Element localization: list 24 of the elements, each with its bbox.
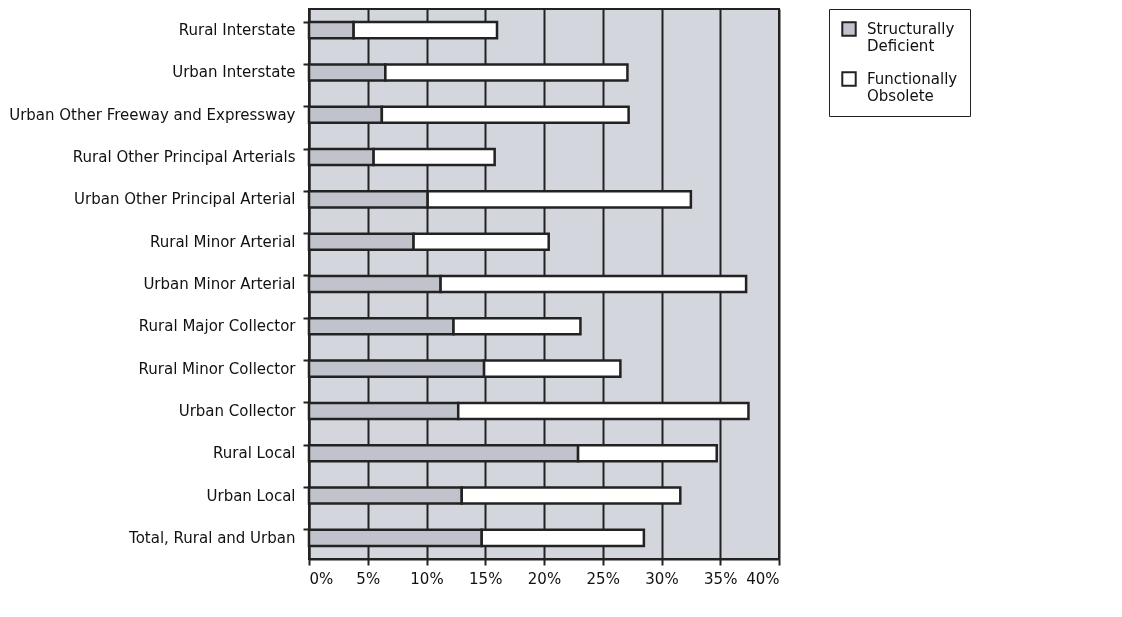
y-tick-label: Urban Other Principal Arterial: [74, 190, 296, 209]
x-tick-label: 25%: [586, 569, 620, 588]
x-tick-label: 20%: [527, 569, 562, 588]
x-tick-label: 0%: [309, 569, 334, 588]
y-tick-label: Urban Minor Arterial: [143, 275, 296, 293]
y-tick-label: Rural Major Collector: [138, 317, 297, 336]
y-tick-label: Rural Minor Collector: [138, 359, 297, 378]
y-tick-label: Total, Rural and Urban: [128, 528, 296, 547]
y-tick-label: Rural Other Principal Arterials: [72, 148, 296, 167]
y-tick-label: Rural Minor Arterial: [149, 232, 296, 251]
x-tick-label: 15%: [469, 569, 503, 588]
x-tick-label: 10%: [410, 569, 444, 588]
x-tick-label: 30%: [645, 569, 679, 588]
y-tick-label: Urban Other Freeway and Expressway: [9, 105, 296, 124]
legend-label: Structurally Deficient: [867, 20, 955, 55]
y-tick-label: Rural Local: [213, 444, 296, 463]
y-tick-label: Rural Interstate: [178, 21, 296, 40]
legend-label: Functionally Obsolete: [867, 70, 958, 105]
y-tick-label: Urban Local: [206, 486, 296, 505]
y-tick-label: Urban Interstate: [172, 63, 296, 82]
y-tick-label: Urban Collector: [178, 401, 297, 420]
x-tick-label: 35%: [704, 569, 738, 588]
x-tick-label: 5%: [356, 569, 381, 588]
x-tick-label: 40%: [746, 569, 780, 588]
